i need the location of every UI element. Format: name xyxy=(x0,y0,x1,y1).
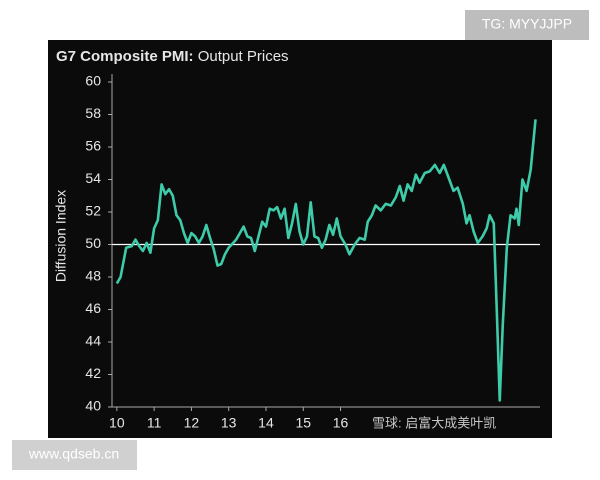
chart-panel xyxy=(48,40,552,438)
watermark-box xyxy=(12,440,137,470)
title-bold: G7 Composite PMI: xyxy=(56,48,194,65)
plot-area: 40 42 44 46 48 50 52 54 56 58 60 10 11 12 13 14 15 16 xyxy=(85,73,540,431)
x-tick-label: 16 xyxy=(333,415,349,431)
title-rest: Output Prices xyxy=(198,48,289,65)
x-tick-label: 11 xyxy=(147,415,162,431)
x-tick-label: 13 xyxy=(221,415,237,431)
watermark: www.qdseb.cn xyxy=(28,446,119,462)
y-tick-label: 50 xyxy=(85,235,101,251)
x-tick-label: 10 xyxy=(109,415,125,431)
y-tick-label: 56 xyxy=(85,138,101,154)
y-tick-label: 60 xyxy=(85,73,101,89)
x-tick-label: 12 xyxy=(184,415,200,431)
x-tick-label: 15 xyxy=(295,415,311,431)
y-tick-label: 58 xyxy=(85,105,101,121)
y-tick-label: 42 xyxy=(85,365,101,381)
x-tick-label: 14 xyxy=(258,415,274,431)
watermark-box xyxy=(465,10,589,40)
y-axis-label: Diffusion Index xyxy=(53,190,69,282)
y-tick-label: 44 xyxy=(85,333,101,349)
y-tick-label: 48 xyxy=(85,268,101,284)
y-tick-label: 54 xyxy=(85,170,101,186)
y-tick-label: 52 xyxy=(85,203,101,219)
y-tick-label: 40 xyxy=(85,398,101,414)
chart-title: G7 Composite PMI: Output Prices xyxy=(56,48,289,65)
watermark: 雪球: 启富大成美叶凯 xyxy=(372,415,496,430)
y-tick-label: 46 xyxy=(85,300,101,316)
watermark: TG: MYYJJPP xyxy=(482,16,572,32)
data-line xyxy=(115,119,537,402)
